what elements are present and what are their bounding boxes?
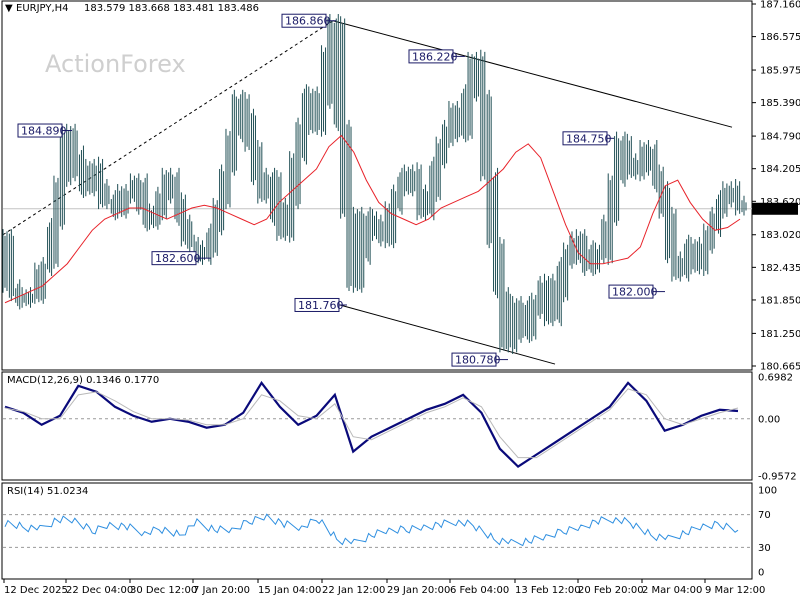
macd-title: MACD(12,26,9) 0.1346 0.1770	[7, 375, 159, 386]
time-axis-label: 15 Jan 04:00	[258, 585, 321, 596]
price-annotation-label: 182.600	[155, 252, 201, 265]
moving-average	[4, 134, 741, 304]
symbol-dropdown-icon[interactable]: ▼	[5, 3, 13, 14]
price-axis-label: 186.575	[760, 32, 800, 43]
time-axis-label: 29 Jan 20:00	[387, 585, 450, 596]
price-annotation-label: 182.000	[612, 286, 658, 299]
rsi-plot	[3, 513, 752, 548]
current-price-badge	[752, 202, 798, 215]
time-axis-label: 9 Mar 12:00	[705, 585, 765, 596]
price-axis-label: 185.390	[760, 98, 800, 109]
price-axis-label: 185.975	[760, 66, 800, 77]
macd-panel-frame	[1, 371, 753, 481]
macd-axis-label: 0.6982	[758, 373, 793, 384]
price-axis-label: 184.205	[760, 164, 800, 175]
macd-axis-label: 0.00	[758, 414, 780, 425]
price-axis-label: 180.665	[760, 362, 800, 373]
lower-channel-line	[339, 304, 556, 365]
price-axis-label: 181.250	[760, 329, 800, 340]
rsi-axis: 100 70 30 0	[758, 486, 777, 579]
price-annotation-label: 184.750	[566, 132, 612, 145]
rsi-axis-label: 100	[758, 486, 777, 497]
price-annotation-label: 181.760	[298, 299, 344, 312]
time-axis-label: 7 Jan 20:00	[193, 585, 250, 596]
rsi-axis-label: 0	[758, 568, 764, 579]
price-annotation-label: 186.860	[285, 15, 331, 28]
time-axis-label: 12 Dec 2025	[4, 585, 68, 596]
price-annotation-label: 184.890	[21, 125, 67, 138]
price-axis-label: 182.435	[760, 263, 800, 274]
time-axis-label: 22 Jan 12:00	[322, 585, 385, 596]
rsi-axis-label: 70	[758, 510, 771, 521]
price-axis-label: 183.620	[760, 197, 800, 208]
time-axis-label: 2 Mar 04:00	[642, 585, 702, 596]
price-panel-frame	[1, 0, 753, 371]
channel-trendlines	[2, 20, 733, 365]
price-axis: 187.160 186.575 185.975 185.390 184.790 184.2…	[752, 0, 800, 373]
macd-plot	[3, 380, 752, 469]
time-axis-label: 13 Feb 12:00	[515, 585, 581, 596]
time-axis-label: 30 Dec 12:00	[130, 585, 197, 596]
time-axis-label: 22 Dec 04:00	[66, 585, 133, 596]
price-annotation-label: 180.780	[455, 354, 501, 367]
macd-line	[4, 380, 739, 469]
symbol-title: EURJPY,H4	[16, 3, 69, 14]
current-price-label: 183.486	[756, 205, 797, 216]
time-axis-label: 20 Feb 20:00	[578, 585, 644, 596]
price-axis-label: 181.850	[760, 295, 800, 306]
price-axis-label: 187.160	[760, 0, 800, 11]
price-axis-label: 184.790	[760, 132, 800, 143]
watermark-logo: ActionForex	[45, 50, 186, 78]
rsi-line	[4, 513, 739, 547]
time-axis-label: 6 Feb 04:00	[450, 585, 509, 596]
macd-axis-label: -0.9572	[758, 472, 797, 483]
price-annotation-label: 186.220	[412, 50, 458, 63]
macd-axis: 0.6982 0.00 -0.9572	[758, 373, 797, 483]
price-bars	[2, 14, 747, 355]
rsi-title: RSI(14) 51.0234	[7, 486, 88, 497]
ma-line	[4, 134, 741, 304]
upper-channel-line	[332, 20, 733, 128]
price-axis-label: 183.020	[760, 230, 800, 241]
rsi-axis-label: 30	[758, 543, 771, 554]
ohlc-header: 183.579 183.668 183.481 183.486	[84, 3, 259, 14]
price-annotations: 186.860 184.890 182.600 186.220 181.760 180.7…	[17, 13, 665, 367]
macd-signal-line	[4, 388, 739, 459]
